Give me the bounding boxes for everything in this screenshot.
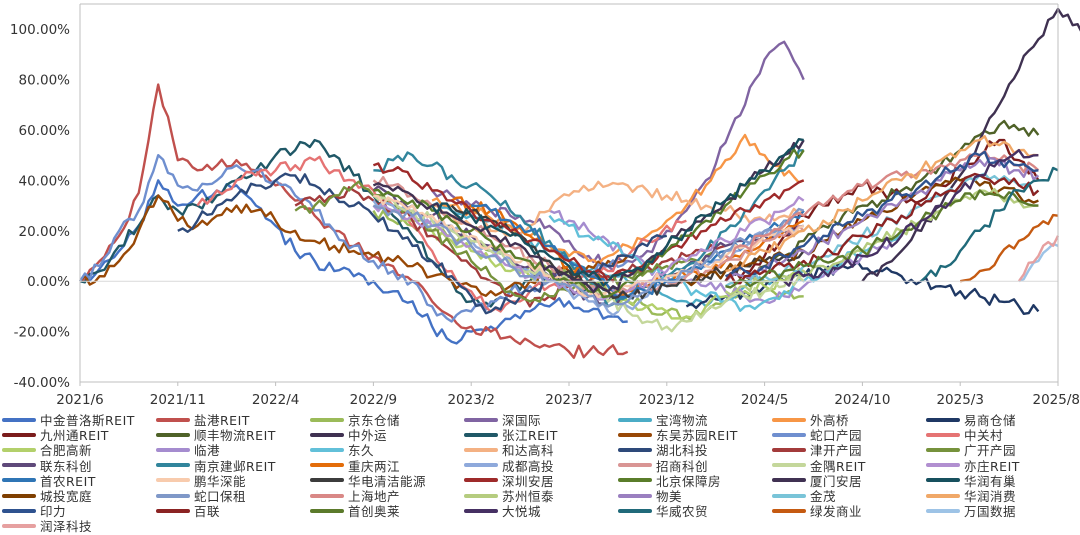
legend-item: 万国数据	[926, 503, 1016, 518]
legend-label: 首创奥莱	[348, 501, 400, 520]
legend-item: 华威农贸	[618, 503, 708, 518]
legend-label: 百联	[194, 501, 220, 520]
legend-swatch	[310, 418, 344, 422]
legend-swatch	[156, 418, 190, 422]
x-tick-label: 2023/12	[639, 392, 695, 408]
legend-swatch	[772, 478, 806, 482]
legend-swatch	[618, 463, 652, 467]
x-tick-label: 2025/3	[936, 392, 984, 408]
x-tick-label: 2025/8	[1033, 392, 1080, 408]
chart-svg: 100.00% 80.00% 60.00% 40.00% 20.00% 0.00% -20.…	[0, 0, 1080, 410]
legend-swatch	[618, 494, 652, 498]
legend-item: 首创奥莱	[310, 503, 400, 518]
legend-swatch	[926, 478, 960, 482]
legend-swatch	[618, 509, 652, 513]
legend-swatch	[926, 463, 960, 467]
legend-swatch	[772, 448, 806, 452]
legend-swatch	[156, 433, 190, 437]
legend-swatch	[2, 524, 36, 528]
series-line	[80, 85, 628, 358]
series-line	[726, 136, 1039, 271]
series-line	[1019, 244, 1058, 281]
legend-label: 万国数据	[964, 501, 1016, 520]
x-tick-label: 2024/5	[741, 392, 789, 408]
y-tick-label: 40.00%	[19, 173, 71, 189]
legend-swatch	[310, 478, 344, 482]
legend-swatch	[310, 463, 344, 467]
legend-swatch	[464, 494, 498, 498]
x-tick-label: 2021/6	[56, 392, 104, 408]
y-tick-label: -20.00%	[14, 325, 71, 341]
legend-swatch	[310, 448, 344, 452]
legend-swatch	[464, 448, 498, 452]
y-tick-label: 60.00%	[19, 123, 71, 139]
legend-swatch	[464, 509, 498, 513]
legend-swatch	[926, 494, 960, 498]
legend-swatch	[772, 433, 806, 437]
y-tick-label: -40.00%	[14, 375, 71, 391]
legend-swatch	[310, 494, 344, 498]
legend-swatch	[2, 509, 36, 513]
legend-swatch	[926, 509, 960, 513]
legend-swatch	[156, 494, 190, 498]
legend-swatch	[926, 433, 960, 437]
legend-swatch	[772, 494, 806, 498]
legend-swatch	[2, 418, 36, 422]
y-tick-label: 100.00%	[10, 22, 70, 38]
legend-swatch	[310, 509, 344, 513]
legend-swatch	[772, 418, 806, 422]
legend-swatch	[926, 418, 960, 422]
legend-swatch	[772, 463, 806, 467]
legend-swatch	[618, 418, 652, 422]
legend-swatch	[156, 509, 190, 513]
x-tick-label: 2021/11	[150, 392, 206, 408]
legend-swatch	[772, 509, 806, 513]
x-tick-label: 2022/4	[252, 392, 300, 408]
legend-swatch	[156, 463, 190, 467]
legend-swatch	[156, 448, 190, 452]
tick-labels: 100.00% 80.00% 60.00% 40.00% 20.00% 0.00% -20.…	[10, 22, 1080, 408]
legend-swatch	[156, 478, 190, 482]
x-tick-label: 2023/7	[545, 392, 593, 408]
legend-swatch	[464, 478, 498, 482]
legend-swatch	[2, 478, 36, 482]
y-tick-label: 20.00%	[19, 224, 71, 240]
legend-label: 华威农贸	[656, 501, 708, 520]
legend-swatch	[464, 463, 498, 467]
legend-swatch	[618, 448, 652, 452]
legend-label: 大悦城	[502, 501, 541, 520]
legend-item: 润泽科技	[2, 518, 92, 533]
legend-item: 绿发商业	[772, 503, 862, 518]
legend-swatch	[618, 478, 652, 482]
legend-swatch	[464, 433, 498, 437]
series-line	[1019, 236, 1058, 281]
x-tick-label: 2024/10	[834, 392, 890, 408]
legend-swatch	[2, 494, 36, 498]
legend-swatch	[464, 418, 498, 422]
legend-label: 润泽科技	[40, 516, 92, 535]
legend-item: 百联	[156, 503, 220, 518]
legend-swatch	[2, 448, 36, 452]
x-tick-label: 2023/2	[447, 392, 495, 408]
y-tick-label: 80.00%	[19, 73, 71, 89]
plot-lines	[80, 9, 1080, 358]
legend-item: 大悦城	[464, 503, 541, 518]
legend-label: 绿发商业	[810, 501, 862, 520]
legend-swatch	[2, 433, 36, 437]
y-tick-label: 0.00%	[27, 274, 70, 290]
x-tick-label: 2022/9	[350, 392, 398, 408]
legend-swatch	[926, 448, 960, 452]
legend-swatch	[618, 433, 652, 437]
legend-swatch	[310, 433, 344, 437]
legend-swatch	[2, 463, 36, 467]
